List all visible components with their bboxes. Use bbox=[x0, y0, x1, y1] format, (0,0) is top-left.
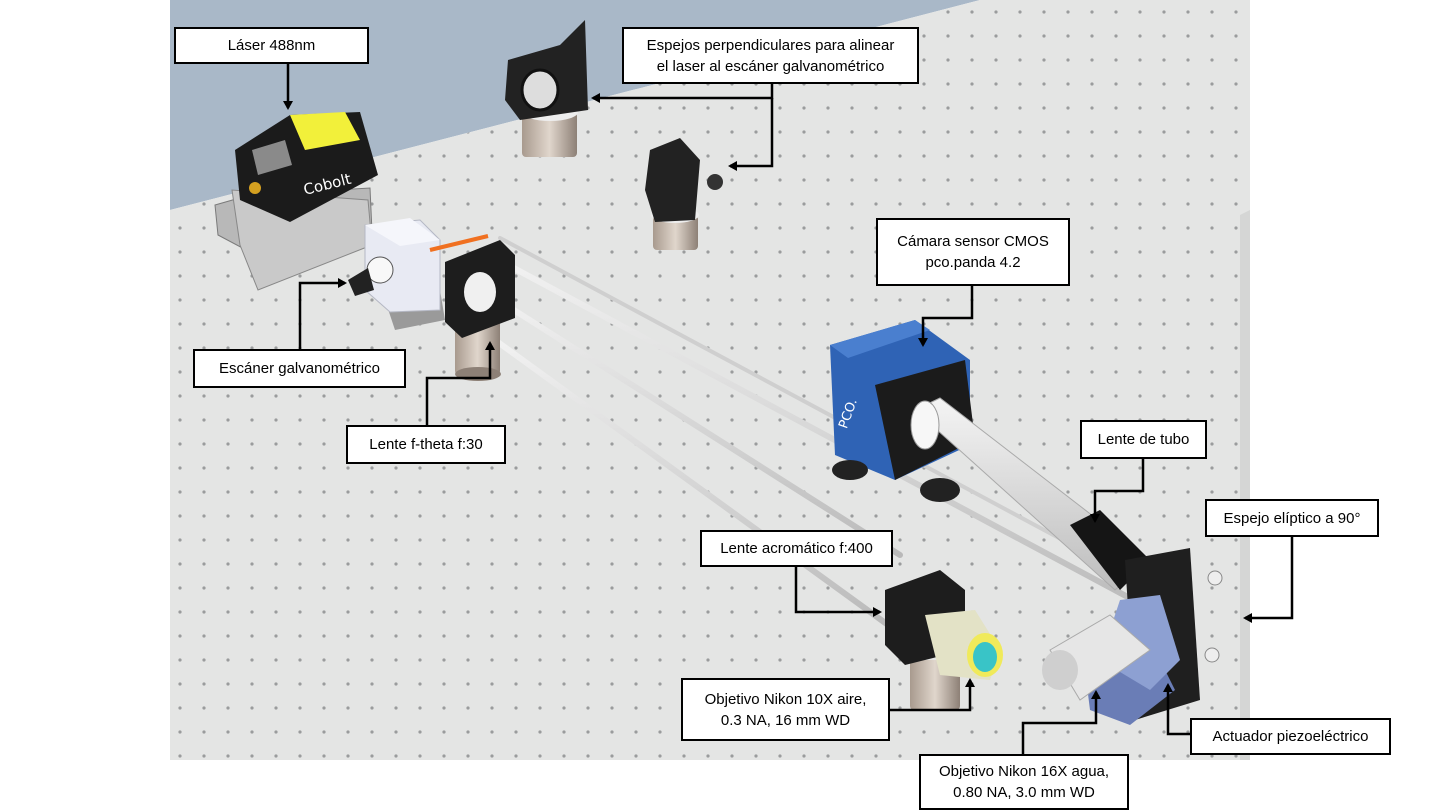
mirror-mount-2 bbox=[645, 138, 723, 250]
arrow-tube-lens bbox=[1090, 459, 1145, 523]
arrow-galvo bbox=[298, 278, 347, 349]
mirror-mount-1 bbox=[505, 20, 588, 157]
laser-head: Cobolt bbox=[214, 112, 378, 291]
label-galvo: Escáner galvanométrico bbox=[193, 349, 406, 388]
label-piezo: Actuador piezoeléctrico bbox=[1190, 718, 1391, 755]
label-ftheta: Lente f-theta f:30 bbox=[346, 425, 506, 464]
label-laser: Láser 488nm bbox=[174, 27, 369, 64]
arrow-camera bbox=[918, 286, 974, 347]
label-achromatic: Lente acromático f:400 bbox=[700, 530, 893, 567]
label-mirrors: Espejos perpendiculares para alinear el … bbox=[622, 27, 919, 84]
arrow-obj10x bbox=[890, 678, 975, 712]
label-obj10x: Objetivo Nikon 10X aire, 0.3 NA, 16 mm W… bbox=[681, 678, 890, 741]
label-elliptic-mirror: Espejo elíptico a 90° bbox=[1205, 499, 1379, 537]
galvo-scanner bbox=[348, 218, 489, 330]
arrow-mirror-2 bbox=[728, 98, 774, 171]
optical-table bbox=[170, 0, 1250, 760]
arrow-achromatic bbox=[794, 567, 882, 617]
arrow-ftheta bbox=[425, 341, 495, 425]
leader-arrows bbox=[283, 63, 1294, 754]
arrow-obj16x bbox=[1021, 690, 1101, 754]
label-obj16x: Objetivo Nikon 16X agua, 0.80 NA, 3.0 mm… bbox=[919, 754, 1129, 810]
ftheta-lens-mount bbox=[445, 240, 515, 381]
objective-10x-assembly bbox=[885, 570, 1003, 710]
elliptic-mirror-assembly bbox=[1042, 548, 1223, 725]
arrow-piezo bbox=[1163, 683, 1190, 736]
label-camera: Cámara sensor CMOS pco.panda 4.2 bbox=[876, 218, 1070, 286]
label-tube-lens: Lente de tubo bbox=[1080, 420, 1207, 459]
arrow-elliptic-mirror bbox=[1243, 537, 1294, 623]
